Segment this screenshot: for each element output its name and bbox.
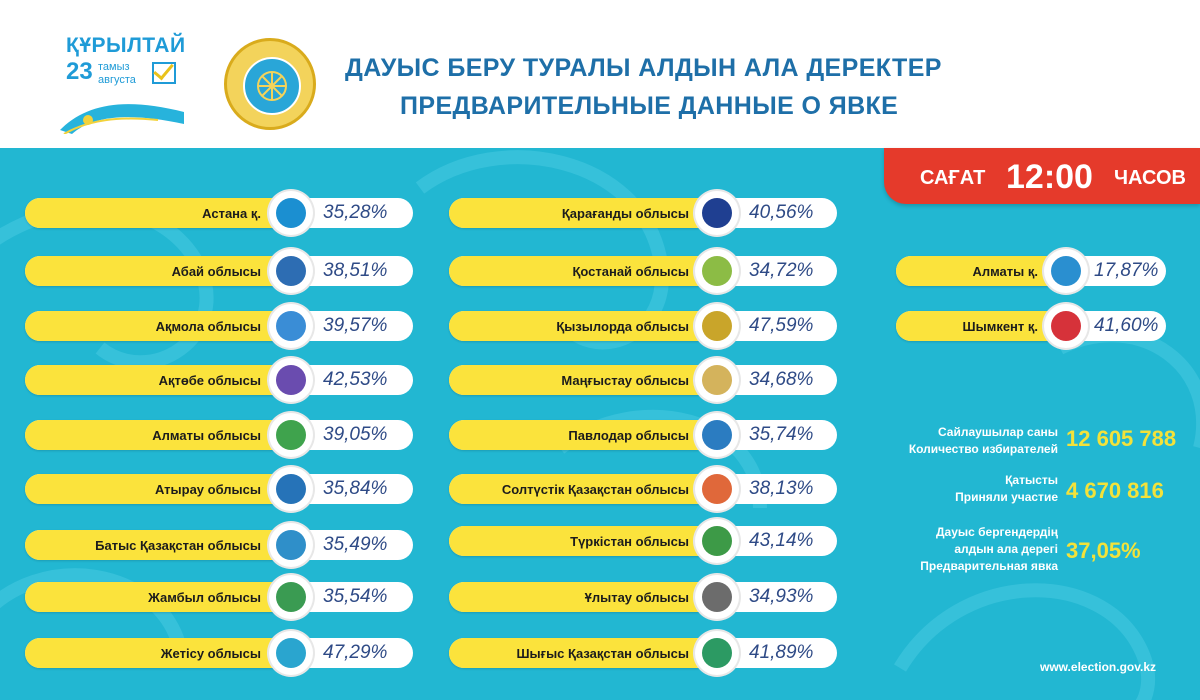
aqmola-emblem-icon <box>269 304 313 348</box>
almaty-city-emblem-icon <box>1044 249 1088 293</box>
kurultai-title: ҚҰРЫЛТАЙ <box>66 34 186 57</box>
turnout-value: 35,84% <box>323 478 388 499</box>
turnout-value: 47,59% <box>749 315 814 336</box>
ballot-check-icon <box>152 62 176 84</box>
ulytau-emblem-icon <box>695 575 739 619</box>
kyzylorda-emblem-icon <box>695 304 739 348</box>
turnout-label-ru: Предварительная явка <box>920 559 1058 573</box>
city-name: Алматы қ. <box>972 264 1038 279</box>
turnout-value: 34,93% <box>749 586 814 607</box>
voters-label-kz: Сайлаушылар саны <box>937 425 1058 439</box>
participated-label-ru: Приняли участие <box>955 490 1058 504</box>
region-name: Ақмола облысы <box>155 319 261 334</box>
turnout-value: 34,72% <box>749 260 814 281</box>
turnout-value: 38,13% <box>749 478 814 499</box>
turnout-value: 38,51% <box>323 260 388 281</box>
title-kazakh: ДАУЫС БЕРУ ТУРАЛЫ АЛДЫН АЛА ДЕРЕКТЕР <box>345 54 942 82</box>
region-name: Батыс Қазақстан облысы <box>95 538 261 553</box>
turnout-value: 41,60% <box>1094 315 1159 336</box>
region-name: Түркістан облысы <box>570 534 689 549</box>
zhetysu-emblem-icon <box>269 631 313 675</box>
turnout-value: 40,56% <box>749 202 814 223</box>
time-label-ru: ЧАСОВ <box>1114 167 1186 189</box>
flag-ribbon-icon <box>60 104 184 134</box>
aktobe-emblem-icon <box>269 358 313 402</box>
kurultai-logo: ҚҰРЫЛТАЙ 23 тамыз августа <box>58 34 188 134</box>
region-name: Жетісу облысы <box>160 646 261 661</box>
turnout-value-total: 37,05% <box>1066 538 1141 563</box>
turnout-value: 35,49% <box>323 534 388 555</box>
atyrau-emblem-icon <box>269 467 313 511</box>
kurultai-month-kz: тамыз <box>98 61 130 73</box>
turnout-value: 39,05% <box>323 424 388 445</box>
title-russian: ПРЕДВАРИТЕЛЬНЫЕ ДАННЫЕ О ЯВКЕ <box>400 92 899 120</box>
region-name: Қостанай облысы <box>572 264 689 279</box>
region-name: Абай облысы <box>171 264 261 279</box>
turnout-label-kz2: алдын ала дерегі <box>954 542 1058 556</box>
turnout-value: 17,87% <box>1094 260 1159 281</box>
turnout-value: 34,68% <box>749 369 814 390</box>
west-kazakhstan-emblem-icon <box>269 523 313 567</box>
pavlodar-emblem-icon <box>695 413 739 457</box>
region-name: Астана қ. <box>202 206 261 221</box>
turkistan-emblem-icon <box>695 519 739 563</box>
region-name: Маңғыстау облысы <box>561 373 689 388</box>
turnout-value: 41,89% <box>749 642 814 663</box>
mangystau-emblem-icon <box>695 358 739 402</box>
zhambyl-emblem-icon <box>269 575 313 619</box>
region-name: Қызылорда облысы <box>556 319 689 334</box>
participated-value: 4 670 816 <box>1066 478 1164 503</box>
turnout-value: 43,14% <box>749 530 814 551</box>
region-name: Шығыс Қазақстан облысы <box>516 646 689 661</box>
kostanay-emblem-icon <box>695 249 739 293</box>
abai-emblem-icon <box>269 249 313 293</box>
voters-value: 12 605 788 <box>1066 426 1177 451</box>
kurultai-month-ru: августа <box>98 74 136 86</box>
cec-seal-icon <box>224 38 316 130</box>
region-name: Ұлытау облысы <box>584 590 689 605</box>
turnout-value: 35,54% <box>323 586 388 607</box>
time-value: 12:00 <box>1006 158 1093 196</box>
voters-label-ru: Количество избирателей <box>908 442 1058 456</box>
karaganda-emblem-icon <box>695 191 739 235</box>
astana-emblem-icon <box>269 191 313 235</box>
region-name: Қарағанды облысы <box>561 206 689 221</box>
region-name: Жамбыл облысы <box>148 590 261 605</box>
turnout-label-kz1: Дауыс бергендердің <box>935 525 1058 539</box>
turnout-value: 35,28% <box>323 202 388 223</box>
region-name: Солтүстік Қазақстан облысы <box>501 482 689 497</box>
city-name: Шымкент қ. <box>962 319 1038 334</box>
shymkent-emblem-icon <box>1044 304 1088 348</box>
time-label-kz: САҒАТ <box>920 167 986 189</box>
voters-label: Сайлаушылар саны Количество избирателей <box>862 424 1058 458</box>
turnout-value: 42,53% <box>323 369 388 390</box>
turnout-value: 35,74% <box>749 424 814 445</box>
region-name: Ақтөбе облысы <box>158 373 261 388</box>
website-link[interactable]: www.election.gov.kz <box>1040 660 1157 674</box>
region-name: Атырау облысы <box>154 482 261 497</box>
turnout-label: Дауыс бергендердің алдын ала дерегі Пред… <box>862 524 1058 575</box>
participated-label: Қатысты Приняли участие <box>862 472 1058 506</box>
turnout-value: 47,29% <box>323 642 388 663</box>
time-badge: САҒАТ 12:00 ЧАСОВ <box>884 148 1200 204</box>
north-kazakhstan-emblem-icon <box>695 467 739 511</box>
region-name: Алматы облысы <box>152 428 261 443</box>
almaty-region-emblem-icon <box>269 413 313 457</box>
kurultai-day: 23 <box>66 58 93 85</box>
participated-label-kz: Қатысты <box>1005 473 1058 487</box>
header: ҚҰРЫЛТАЙ 23 тамыз августа ДАУЫС БЕРУ ТУР… <box>0 0 1200 148</box>
turnout-value: 39,57% <box>323 315 388 336</box>
region-name: Павлодар облысы <box>568 428 689 443</box>
east-kazakhstan-emblem-icon <box>695 631 739 675</box>
